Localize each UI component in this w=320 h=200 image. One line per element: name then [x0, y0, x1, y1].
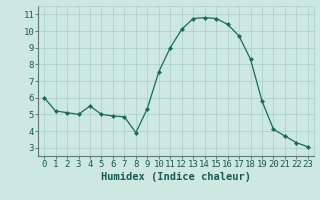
X-axis label: Humidex (Indice chaleur): Humidex (Indice chaleur) [101, 172, 251, 182]
